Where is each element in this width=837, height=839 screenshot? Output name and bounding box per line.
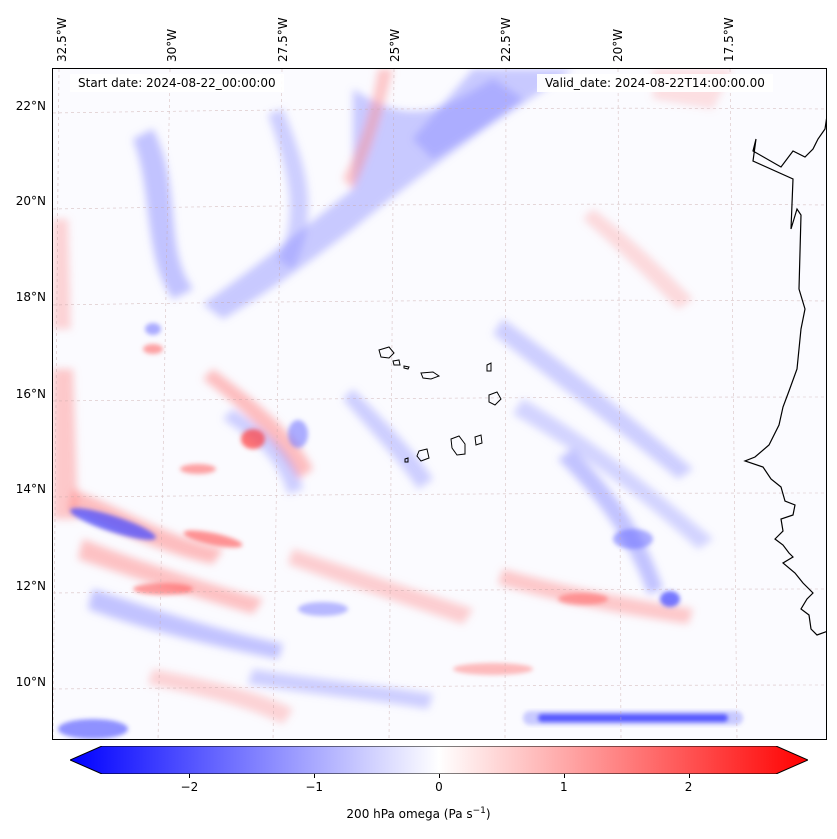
map-panel <box>52 68 827 740</box>
lat-label-22n: 22°N <box>15 99 46 113</box>
islands <box>378 346 502 463</box>
lon-label-17-5w: 17.5°W <box>722 17 736 62</box>
colorbar-tick <box>189 774 191 778</box>
lon-label-30w: 30°W <box>165 28 179 62</box>
colorbar-tick <box>563 774 565 778</box>
lat-label-20n: 20°N <box>15 194 46 208</box>
colorbar-label: 200 hPa omega (Pa s−1) <box>346 806 491 821</box>
colorbar <box>68 745 810 775</box>
lat-label-12n: 12°N <box>15 579 46 593</box>
lon-label-27-5w: 27.5°W <box>276 17 290 62</box>
colorbar-tick-label: 1 <box>559 780 568 794</box>
lon-label-22-5w: 22.5°W <box>499 17 513 62</box>
colorbar-tick-label: 2 <box>684 780 693 794</box>
lat-label-14n: 14°N <box>15 482 46 496</box>
colorbar-tick-label: 0 <box>435 780 443 794</box>
omega-field-strong-cells <box>58 323 680 739</box>
colorbar-tick-label: −2 <box>180 780 199 794</box>
graticule <box>53 69 826 739</box>
coastline <box>743 118 826 636</box>
lat-label-10n: 10°N <box>15 675 46 689</box>
omega-strong-band <box>523 711 743 725</box>
lat-label-18n: 18°N <box>15 290 46 304</box>
colorbar-tick <box>439 774 440 778</box>
omega-field-map <box>53 69 826 739</box>
start-date-label: Start date: 2024-08-22_00:00:00 <box>70 74 284 92</box>
lon-label-25w: 25°W <box>388 28 402 62</box>
colorbar-svg <box>68 745 810 775</box>
lat-label-16n: 16°N <box>15 387 46 401</box>
colorbar-tick <box>688 774 690 778</box>
valid-date-label: Valid_date: 2024-08-22T14:00:00.00 <box>537 74 773 92</box>
omega-field-blobs <box>53 69 733 724</box>
colorbar-tick <box>314 774 316 778</box>
lon-label-20w: 20°W <box>611 28 625 62</box>
lon-label-32-5w: 32.5°W <box>55 17 69 62</box>
colorbar-tick-label: −1 <box>305 780 324 794</box>
